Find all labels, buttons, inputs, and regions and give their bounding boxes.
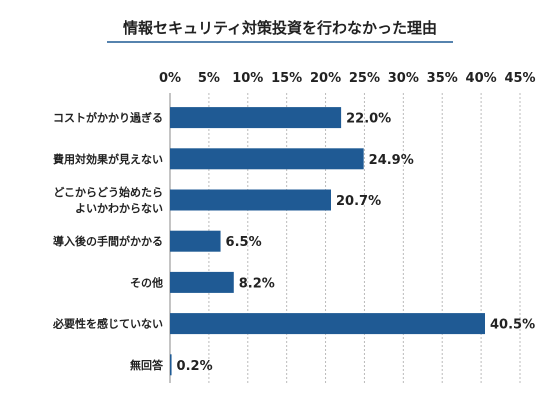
data-label: 0.2%: [177, 359, 213, 374]
category-label-line: 必要性を感じていない: [52, 317, 163, 331]
bars: [170, 107, 485, 376]
category-label-line: 無回答: [130, 358, 164, 372]
category-label-line: コストがかかり過ぎる: [53, 111, 163, 125]
category-label-line: どこからどう始めたら: [53, 185, 163, 199]
category-label-line: 導入後の手間がかかる: [53, 234, 163, 248]
category-labels: コストがかかり過ぎる費用対効果が見えないどこからどう始めたらよいかわからない導入…: [52, 111, 164, 372]
x-tick-label: 35%: [427, 71, 458, 86]
x-tick-label: 5%: [198, 71, 220, 86]
x-tick-label: 30%: [388, 71, 419, 86]
data-label: 8.2%: [239, 276, 275, 291]
x-tick-label: 10%: [232, 71, 263, 86]
category-label: コストがかかり過ぎる: [53, 111, 163, 125]
x-tick-label: 40%: [466, 71, 497, 86]
x-tick-label: 0%: [159, 71, 181, 86]
category-label: 必要性を感じていない: [52, 317, 163, 331]
data-label: 40.5%: [490, 318, 535, 333]
data-labels: 22.0% 24.9% 20.7% 6.5% 8.2% 40.5% 0.2%: [177, 112, 536, 374]
x-tick-label: 20%: [310, 71, 341, 86]
data-label: 24.9%: [369, 153, 414, 168]
category-label-line: よいかわからない: [75, 202, 163, 215]
category-label: 無回答: [130, 358, 164, 372]
bar: [170, 107, 342, 129]
category-label-line: 費用対効果が見えない: [52, 152, 163, 166]
x-tick-label: 45%: [504, 71, 535, 86]
bar: [170, 148, 364, 170]
bar: [170, 189, 331, 211]
data-label: 22.0%: [346, 112, 391, 127]
bar: [170, 230, 221, 252]
category-label: 導入後の手間がかかる: [53, 234, 163, 248]
x-tick-label: 15%: [271, 71, 302, 86]
x-tick-label: 25%: [349, 71, 380, 86]
category-label-line: その他: [130, 275, 163, 289]
chart-title: 情報セキュリティ対策投資を行わなかった理由: [123, 19, 437, 37]
data-label: 20.7%: [336, 194, 381, 209]
category-label: どこからどう始めたらよいかわからない: [53, 185, 163, 215]
category-label: 費用対効果が見えない: [52, 152, 163, 166]
data-label: 6.5%: [226, 235, 262, 250]
bar: [170, 313, 485, 335]
x-axis-ticks: 0% 5% 10% 15% 20% 25% 30% 35% 40% 45%: [159, 71, 536, 86]
gridlines: [169, 93, 521, 383]
bar: [170, 271, 234, 293]
bar: [170, 354, 172, 376]
category-label: その他: [130, 275, 163, 289]
